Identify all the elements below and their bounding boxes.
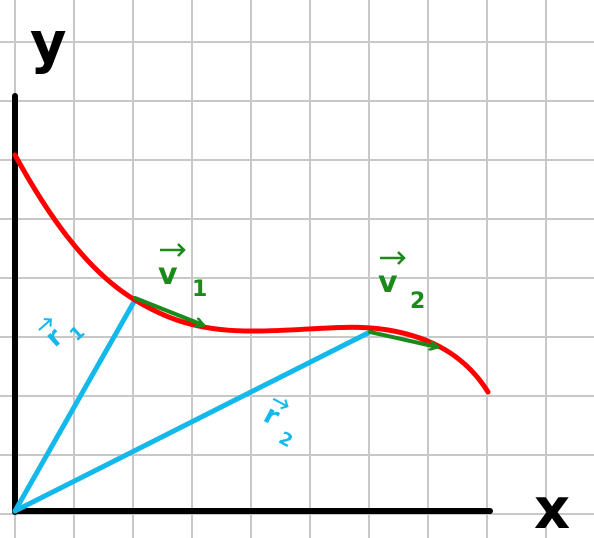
label-v1: v 1: [158, 243, 207, 302]
label-r2-arrow: [272, 397, 289, 410]
label-r1: r 1: [38, 318, 89, 353]
y-axis-label: y: [30, 11, 67, 76]
label-v2-arrow: [380, 251, 406, 265]
trajectory-curve: [12, 152, 491, 395]
velocity-vector-v2: [368, 330, 437, 347]
label-r2: r 2: [259, 397, 296, 452]
velocity-vector-v1: [133, 296, 203, 325]
label-v1-arrow: [160, 243, 186, 257]
label-r1-subscript: 1: [66, 322, 89, 346]
label-r2-subscript: 2: [275, 428, 296, 452]
label-r1-arrow: [38, 318, 52, 331]
label-v2-letter: v: [378, 265, 398, 300]
label-v2-subscript: 2: [410, 289, 425, 314]
label-v1-letter: v: [158, 257, 178, 292]
label-r2-letter: r: [259, 400, 285, 433]
label-v1-subscript: 1: [192, 277, 207, 302]
position-vector-r2: [12, 330, 371, 514]
label-v2: v 2: [378, 251, 425, 314]
position-vector-r1: [12, 297, 138, 514]
x-axis-label: x: [534, 477, 570, 538]
